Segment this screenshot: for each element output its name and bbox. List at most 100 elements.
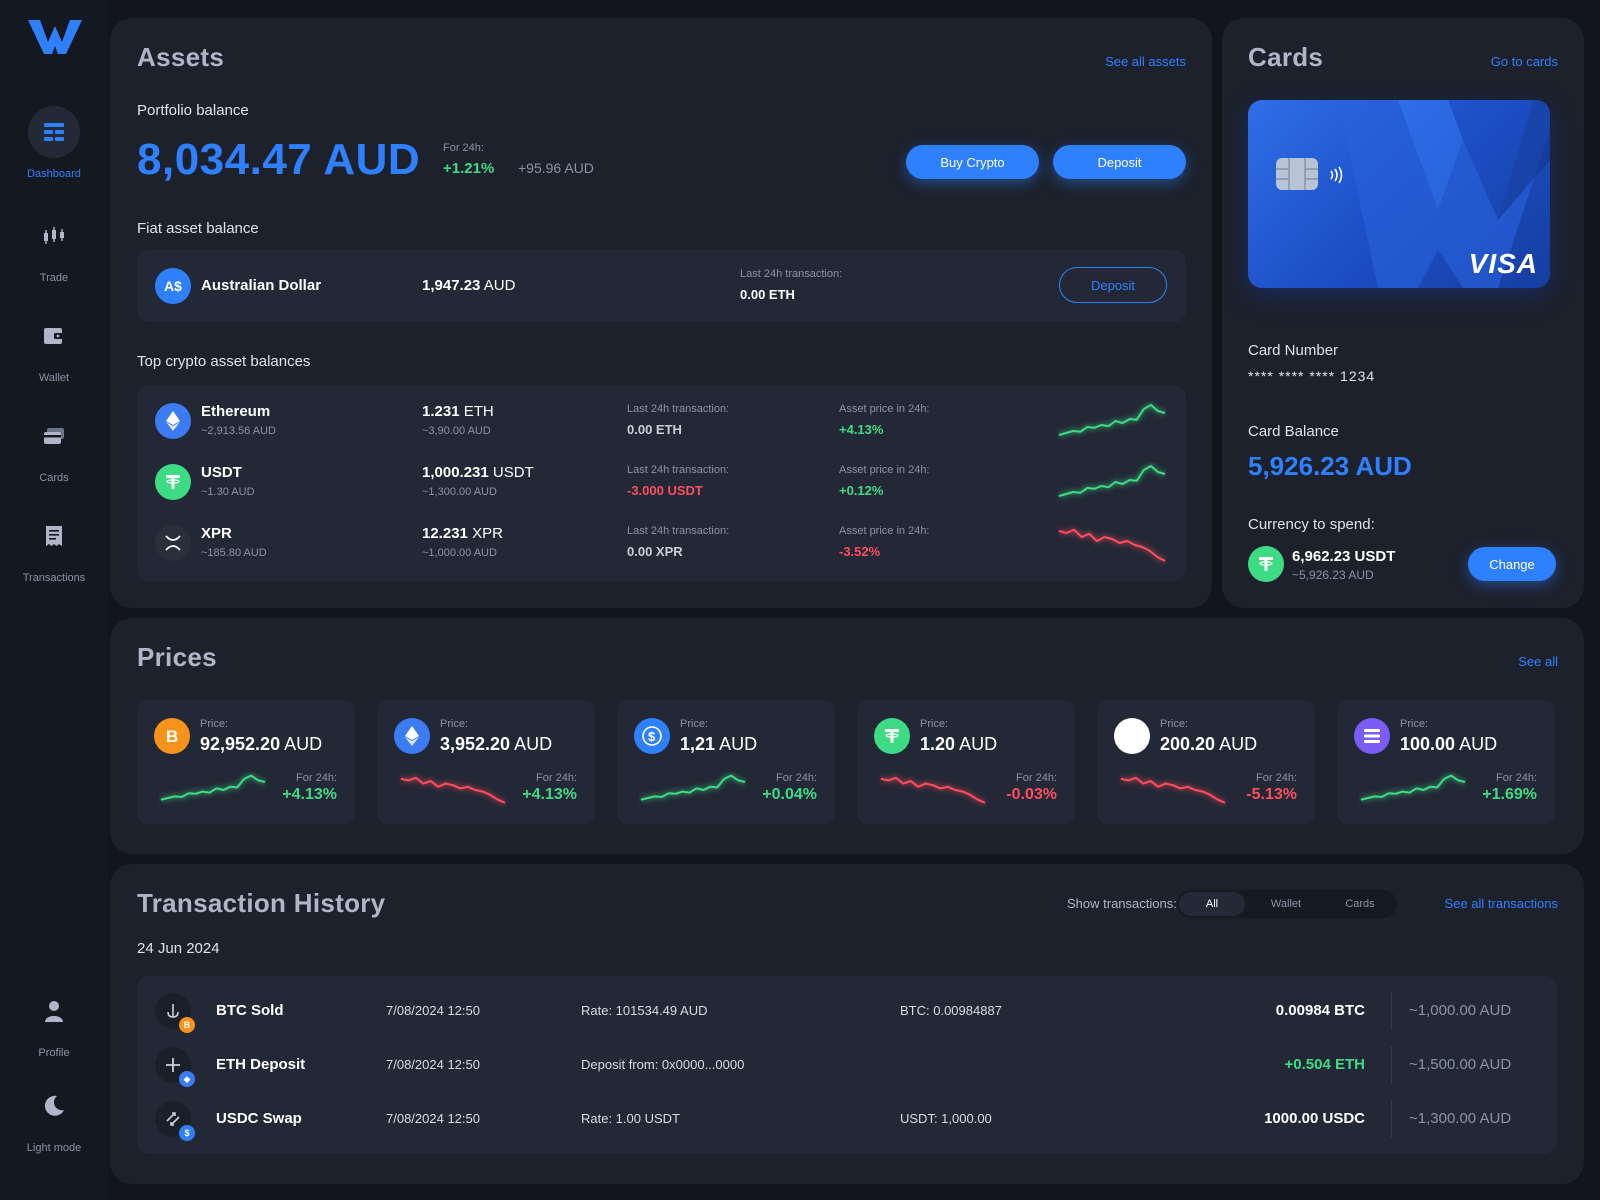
crypto-aud-value: ~1.30 AUD: [201, 486, 255, 498]
price-sparkline: [1120, 776, 1226, 804]
crypto-amount-aud: ~1,000.00 AUD: [422, 547, 497, 559]
ethereum-icon: [155, 403, 191, 439]
filter-all[interactable]: All: [1179, 892, 1245, 916]
plus-icon: ◆: [155, 1047, 195, 1087]
price-card-bitcoin[interactable]: B Price: 92,952.20 AUD For 24h: +4.13%: [137, 700, 355, 824]
currency-amount: 6,962.23 USDT: [1292, 548, 1396, 565]
ethereum-icon: [394, 718, 430, 754]
price-change: +4.13%: [522, 786, 577, 803]
svg-text:B: B: [166, 727, 178, 746]
sidebar-item-transactions[interactable]: Transactions: [0, 510, 108, 584]
card-pattern-icon: [1338, 100, 1550, 288]
visa-card[interactable]: VISA: [1248, 100, 1550, 288]
for24-label: For 24h:: [443, 142, 484, 154]
sidebar-item-profile[interactable]: Profile: [0, 985, 108, 1059]
xpr-icon: [155, 525, 191, 561]
transaction-date: 7/08/2024 12:50: [386, 1003, 480, 1018]
price-unit: AUD: [514, 734, 553, 754]
crypto-row[interactable]: Ethereum ~2,913.56 AUD 1.231 ETH ~3,90.00 A…: [137, 395, 1186, 453]
table-row[interactable]: ◆ ETH Deposit 7/08/2024 12:50 Deposit from:…: [137, 1040, 1557, 1090]
tether-icon: [874, 718, 910, 754]
crypto-amount: 12.231 XPR: [422, 525, 503, 542]
sidebar-item-cards[interactable]: Cards: [0, 410, 108, 484]
price-change: +0.04%: [762, 786, 817, 803]
card-balance-label: Card Balance: [1248, 423, 1339, 440]
transaction-amount: 0.00984 BTC: [1275, 1002, 1365, 1019]
light-mode-toggle[interactable]: Light mode: [0, 1080, 108, 1154]
price-change: -0.03%: [1006, 786, 1057, 803]
top-crypto-label: Top crypto asset balances: [137, 353, 311, 370]
wallet-icon: [28, 310, 80, 362]
crypto-amount-aud: ~1,300.00 AUD: [422, 486, 497, 498]
see-all-transactions-link[interactable]: See all transactions: [1444, 896, 1558, 911]
crypto-amount: 1.231 ETH: [422, 403, 494, 420]
sidebar-item-label: Wallet: [38, 372, 70, 384]
crypto-balances-list: Ethereum ~2,913.56 AUD 1.231 ETH ~3,90.00 A…: [137, 385, 1186, 581]
transactions-date: 24 Jun 2024: [137, 940, 220, 957]
see-all-assets-link[interactable]: See all assets: [1105, 54, 1186, 69]
fiat-balance-row: A$ Australian Dollar 1,947.23 AUD Last 2…: [137, 250, 1186, 322]
sidebar-item-wallet[interactable]: Wallet: [0, 310, 108, 384]
sidebar: Dashboard Trade Wallet Cards Transaction…: [0, 0, 108, 1200]
fiat-last-label: Last 24h transaction:: [740, 268, 843, 280]
price-for24-label: For 24h:: [1496, 772, 1537, 784]
fiat-unit: AUD: [483, 277, 516, 294]
logo-icon[interactable]: [28, 16, 82, 56]
price-change-value: -3.52%: [839, 544, 881, 559]
price-unit: AUD: [959, 734, 998, 754]
show-transactions-label: Show transactions:: [1067, 896, 1177, 911]
crypto-amount-aud: ~3,90.00 AUD: [422, 425, 491, 437]
filter-wallet[interactable]: Wallet: [1270, 898, 1302, 910]
crypto-row[interactable]: XPR ~185.80 AUD 12.231 XPR ~1,000.00 AUD Las…: [137, 517, 1186, 575]
prices-title: Prices: [137, 642, 217, 672]
go-to-cards-link[interactable]: Go to cards: [1490, 54, 1558, 69]
transactions-list: B BTC Sold 7/08/2024 12:50 Rate: 101534.49 …: [137, 976, 1557, 1154]
transaction-name: BTC Sold: [216, 1002, 284, 1019]
transactions-panel: Transaction History Show transactions: A…: [110, 864, 1584, 1184]
contactless-icon: [1330, 166, 1343, 184]
crypto-amount-value: 1.231: [422, 403, 460, 420]
price-number: 1,21: [680, 734, 716, 754]
buy-crypto-button[interactable]: Buy Crypto: [906, 145, 1039, 179]
fiat-deposit-button[interactable]: Deposit: [1059, 267, 1167, 303]
crypto-unit: XPR: [472, 525, 503, 542]
card-balance: 5,926.23 AUD: [1248, 451, 1412, 481]
price-card-generic[interactable]: Price: 200.20 AUD For 24h: -5.13%: [1097, 700, 1315, 824]
crypto-amount-value: 12.231: [422, 525, 468, 542]
transaction-detail: Rate: 101534.49 AUD: [581, 1003, 708, 1018]
sidebar-item-label: Transactions: [22, 572, 86, 584]
table-row[interactable]: $ USDC Swap 7/08/2024 12:50 Rate: 1.00 USDT…: [137, 1094, 1557, 1144]
change-currency-button[interactable]: Change: [1468, 547, 1556, 581]
price-card-ethereum[interactable]: Price: 3,952.20 AUD For 24h: +4.13%: [377, 700, 595, 824]
aud-coin-icon: A$: [155, 268, 191, 304]
table-row[interactable]: B BTC Sold 7/08/2024 12:50 Rate: 101534.49 …: [137, 986, 1557, 1036]
grid-icon: [28, 106, 80, 158]
price-for24-label: For 24h:: [1016, 772, 1057, 784]
price-for24-label: For 24h:: [296, 772, 337, 784]
sidebar-item-label: Profile: [38, 1047, 70, 1059]
price-label: Price:: [1400, 718, 1429, 730]
price-for24-label: For 24h:: [776, 772, 817, 784]
price-card-usdc[interactable]: $ Price: 1,21 AUD For 24h: +0.04%: [617, 700, 835, 824]
fiat-last-value: 0.00 ETH: [740, 287, 795, 302]
ethereum-badge-icon: ◆: [179, 1071, 195, 1087]
crypto-row[interactable]: USDT ~1.30 AUD 1,000.231 USDT ~1,300.00 AUD…: [137, 456, 1186, 514]
see-all-prices-link[interactable]: See all: [1518, 654, 1558, 669]
price-label: Price:: [680, 718, 709, 730]
fiat-amount: 1,947.23 AUD: [422, 277, 515, 294]
price-number: 200.20: [1160, 734, 1216, 754]
price-sparkline: [640, 774, 746, 801]
crypto-sparkline: [1058, 465, 1166, 497]
sidebar-item-dashboard[interactable]: Dashboard: [0, 106, 108, 180]
deposit-button[interactable]: Deposit: [1053, 145, 1186, 179]
price-card-solana[interactable]: Price: 100.00 AUD For 24h: +1.69%: [1337, 700, 1555, 824]
price-change: +1.69%: [1482, 786, 1537, 803]
card-number-label: Card Number: [1248, 342, 1339, 359]
filter-cards[interactable]: Cards: [1345, 898, 1375, 910]
sidebar-item-trade[interactable]: Trade: [0, 210, 108, 284]
price-card-tether[interactable]: Price: 1.20 AUD For 24h: -0.03%: [857, 700, 1075, 824]
crypto-sparkline: [1058, 528, 1166, 562]
bitcoin-icon: B: [154, 718, 190, 754]
transaction-date: 7/08/2024 12:50: [386, 1057, 480, 1072]
price-number: 3,952.20: [440, 734, 511, 754]
